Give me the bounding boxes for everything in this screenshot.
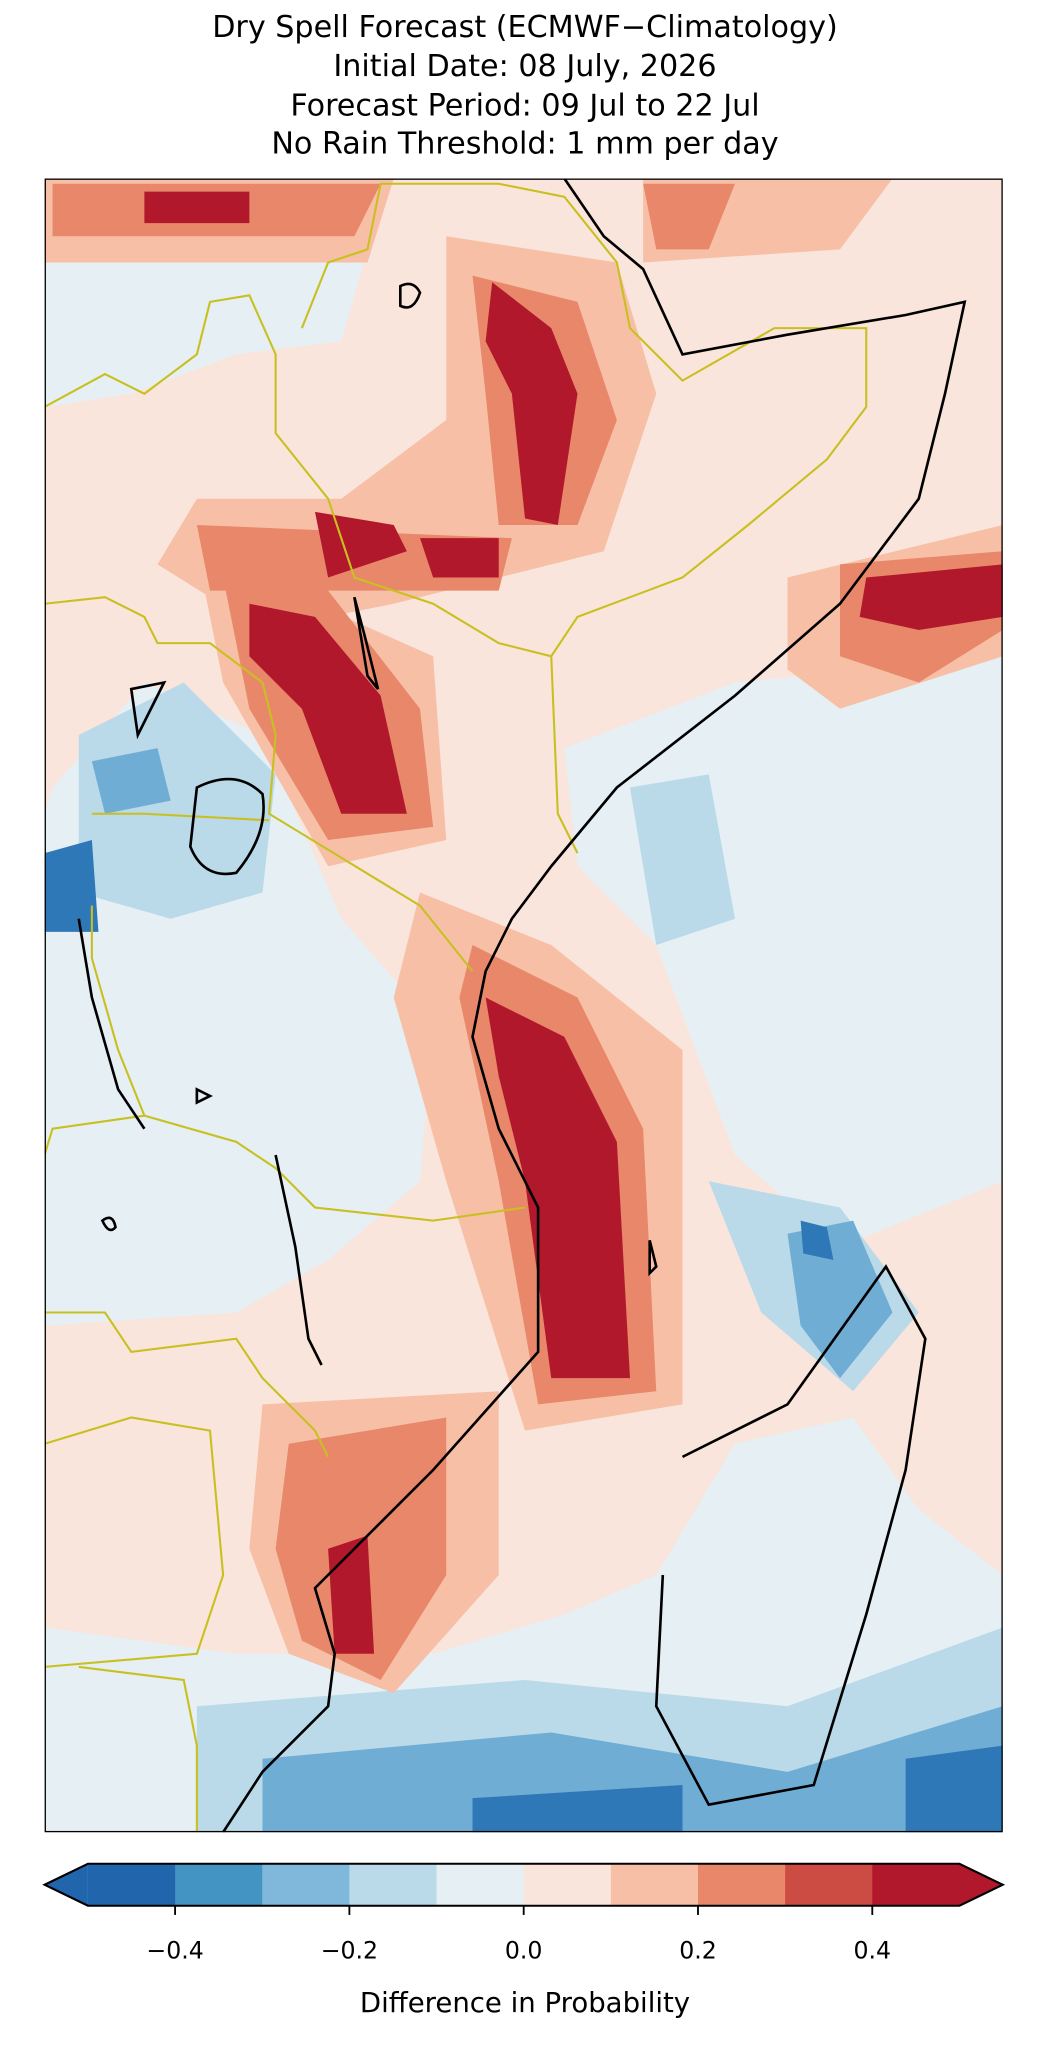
colorbar-segment [349, 1863, 438, 1906]
title-block: Dry Spell Forecast (ECMWF−Climatology) I… [212, 10, 838, 162]
title-line: Initial Date: 08 July, 2026 [333, 49, 716, 84]
colorbar-segment [87, 1863, 176, 1906]
colorbar-tick-label: 0.4 [854, 1936, 892, 1964]
colorbar-segment [436, 1863, 525, 1906]
colorbar-tick-label: −0.4 [146, 1936, 203, 1964]
colorbar-segment [697, 1863, 786, 1906]
colorbar-segment [262, 1863, 351, 1906]
field-mid-blue [91, 748, 1003, 1833]
colorbar-extend-min [44, 1863, 88, 1906]
colorbar-extend-max [959, 1863, 1003, 1906]
colorbar-tick-label: 0.2 [679, 1936, 717, 1964]
colorbar-tick-label: 0.0 [505, 1936, 543, 1964]
country-borders [44, 182, 868, 1833]
field-dark-red [144, 191, 1003, 1654]
colorbar-segment [523, 1863, 612, 1906]
map [44, 178, 1003, 1833]
colorbar-label: Difference in Probability [360, 1987, 690, 2019]
coastline [77, 178, 967, 1833]
title-line: Forecast Period: 09 Jul to 22 Jul [290, 89, 759, 124]
colorbar-outline [42, 1862, 1006, 1907]
colorbar-segment [175, 1863, 263, 1906]
colorbar-segment [610, 1863, 699, 1906]
colorbar-tick-label: −0.2 [321, 1936, 378, 1964]
field-dark-blue [44, 840, 1003, 1833]
colorbar-segment [872, 1863, 961, 1906]
colorbar: −0.4 −0.2 0.0 0.2 0.4 [42, 1862, 1006, 1964]
colorbar-segment [785, 1863, 873, 1906]
title-line: No Rain Threshold: 1 mm per day [271, 127, 778, 162]
title-line: Dry Spell Forecast (ECMWF−Climatology) [212, 10, 838, 45]
